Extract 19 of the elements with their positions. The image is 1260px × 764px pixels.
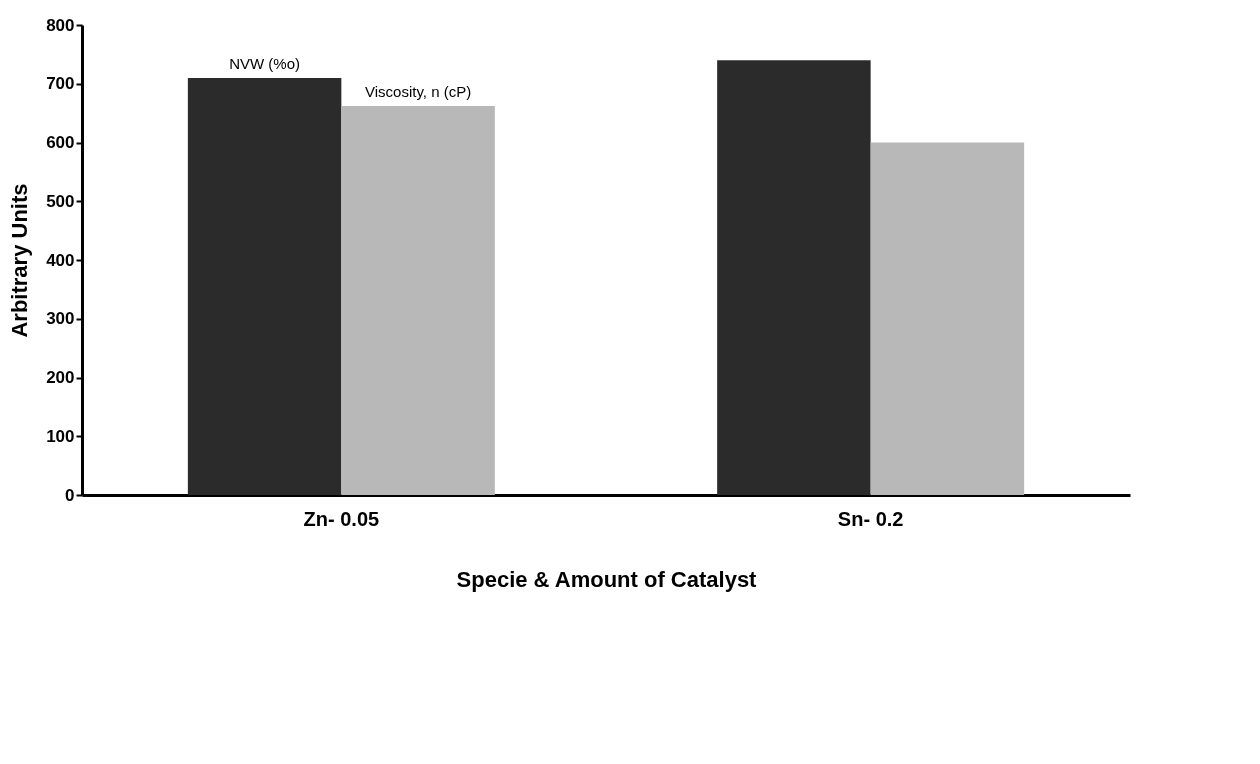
y-tick-label: 800 — [46, 15, 75, 35]
x-axis-title: Specie & Amount of Catalyst — [456, 566, 758, 592]
y-tick-label: 100 — [46, 426, 75, 446]
y-tick-label: 700 — [46, 74, 75, 94]
y-tick-label: 600 — [46, 133, 75, 152]
bar — [187, 77, 342, 495]
bar — [341, 106, 495, 495]
y-tick-label: 300 — [46, 309, 75, 329]
x-tick-label: Zn- 0.05 — [303, 507, 380, 530]
y-axis-title: Arbitrary Units — [7, 183, 33, 338]
bar — [717, 60, 871, 495]
bar — [870, 142, 1025, 495]
series-label: NVW (%o) — [229, 54, 301, 72]
y-tick-label: 500 — [46, 191, 75, 211]
y-tick-label: 200 — [46, 368, 75, 387]
series-label: Viscosity, n (cP) — [365, 83, 472, 101]
x-tick-label: Sn- 0.2 — [837, 507, 904, 530]
y-tick-label: 0 — [65, 485, 75, 505]
y-tick-label: 400 — [46, 250, 75, 270]
